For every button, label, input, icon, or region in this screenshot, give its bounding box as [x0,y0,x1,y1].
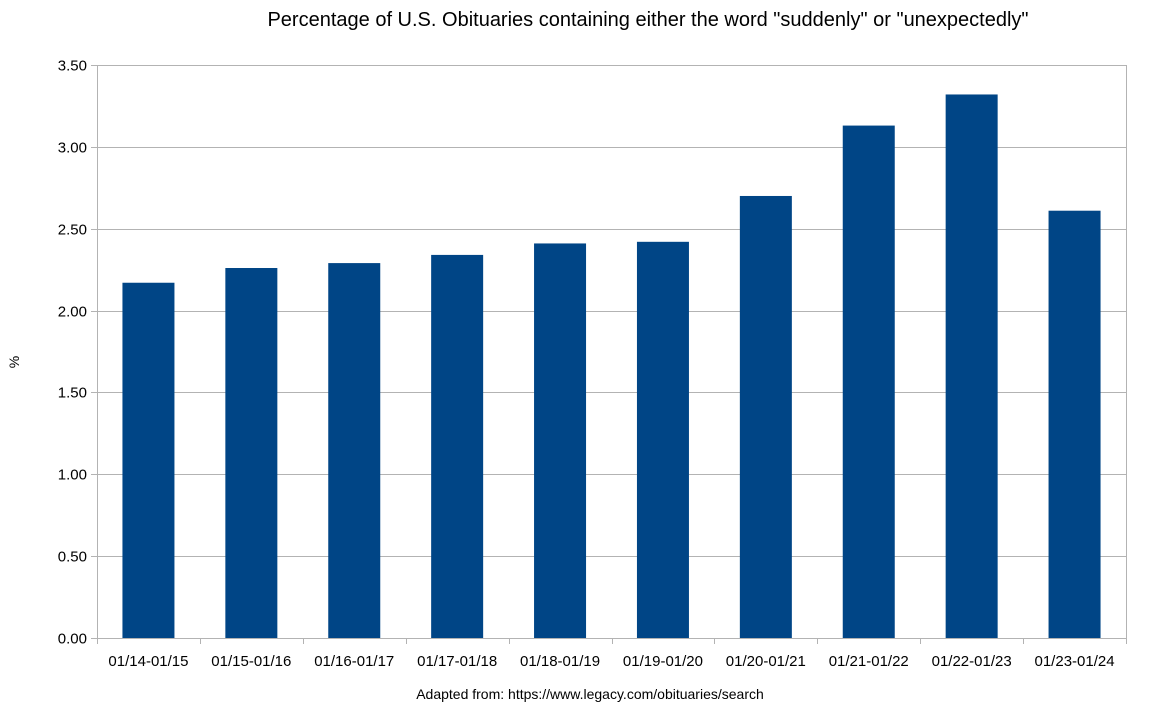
y-tick-label: 0.50 [58,549,87,566]
bars [122,94,1101,639]
x-tick-label: 01/14-01/15 [108,653,188,670]
bar [739,195,792,638]
bar [122,282,175,638]
y-tick-label: 3.00 [58,140,87,157]
bar [842,125,895,639]
y-tick-labels: 0.00 0.50 1.00 1.50 2.00 2.50 3.00 3.50 [58,58,87,648]
y-tick-label: 1.50 [58,385,87,402]
bar [945,94,998,639]
source-note: Adapted from: https://www.legacy.com/obi… [416,686,764,702]
bar [534,243,587,638]
x-tick-label: 01/23-01/24 [1035,653,1115,670]
y-tick-label: 2.50 [58,222,87,239]
y-tick-label: 2.00 [58,304,87,321]
y-tick-label: 0.00 [58,631,87,648]
bar [431,254,484,638]
bar [328,263,381,638]
x-tick-label: 01/19-01/20 [623,653,703,670]
x-tick-label: 01/20-01/21 [726,653,806,670]
chart-title: Percentage of U.S. Obituaries containing… [267,9,1029,31]
bar [1048,210,1101,638]
bar [225,268,278,638]
x-tick-label: 01/22-01/23 [932,653,1012,670]
x-tick-label: 01/21-01/22 [829,653,909,670]
x-tick-labels: 01/14-01/15 01/15-01/16 01/16-01/17 01/17-0… [108,653,1114,670]
y-tick-label: 1.00 [58,467,87,484]
axes [91,65,1127,644]
y-tick-label: 3.50 [58,58,87,75]
x-tick-label: 01/18-01/19 [520,653,600,670]
x-tick-label: 01/15-01/16 [211,653,291,670]
x-tick-label: 01/16-01/17 [314,653,394,670]
bar [636,241,689,638]
x-tick-label: 01/17-01/18 [417,653,497,670]
